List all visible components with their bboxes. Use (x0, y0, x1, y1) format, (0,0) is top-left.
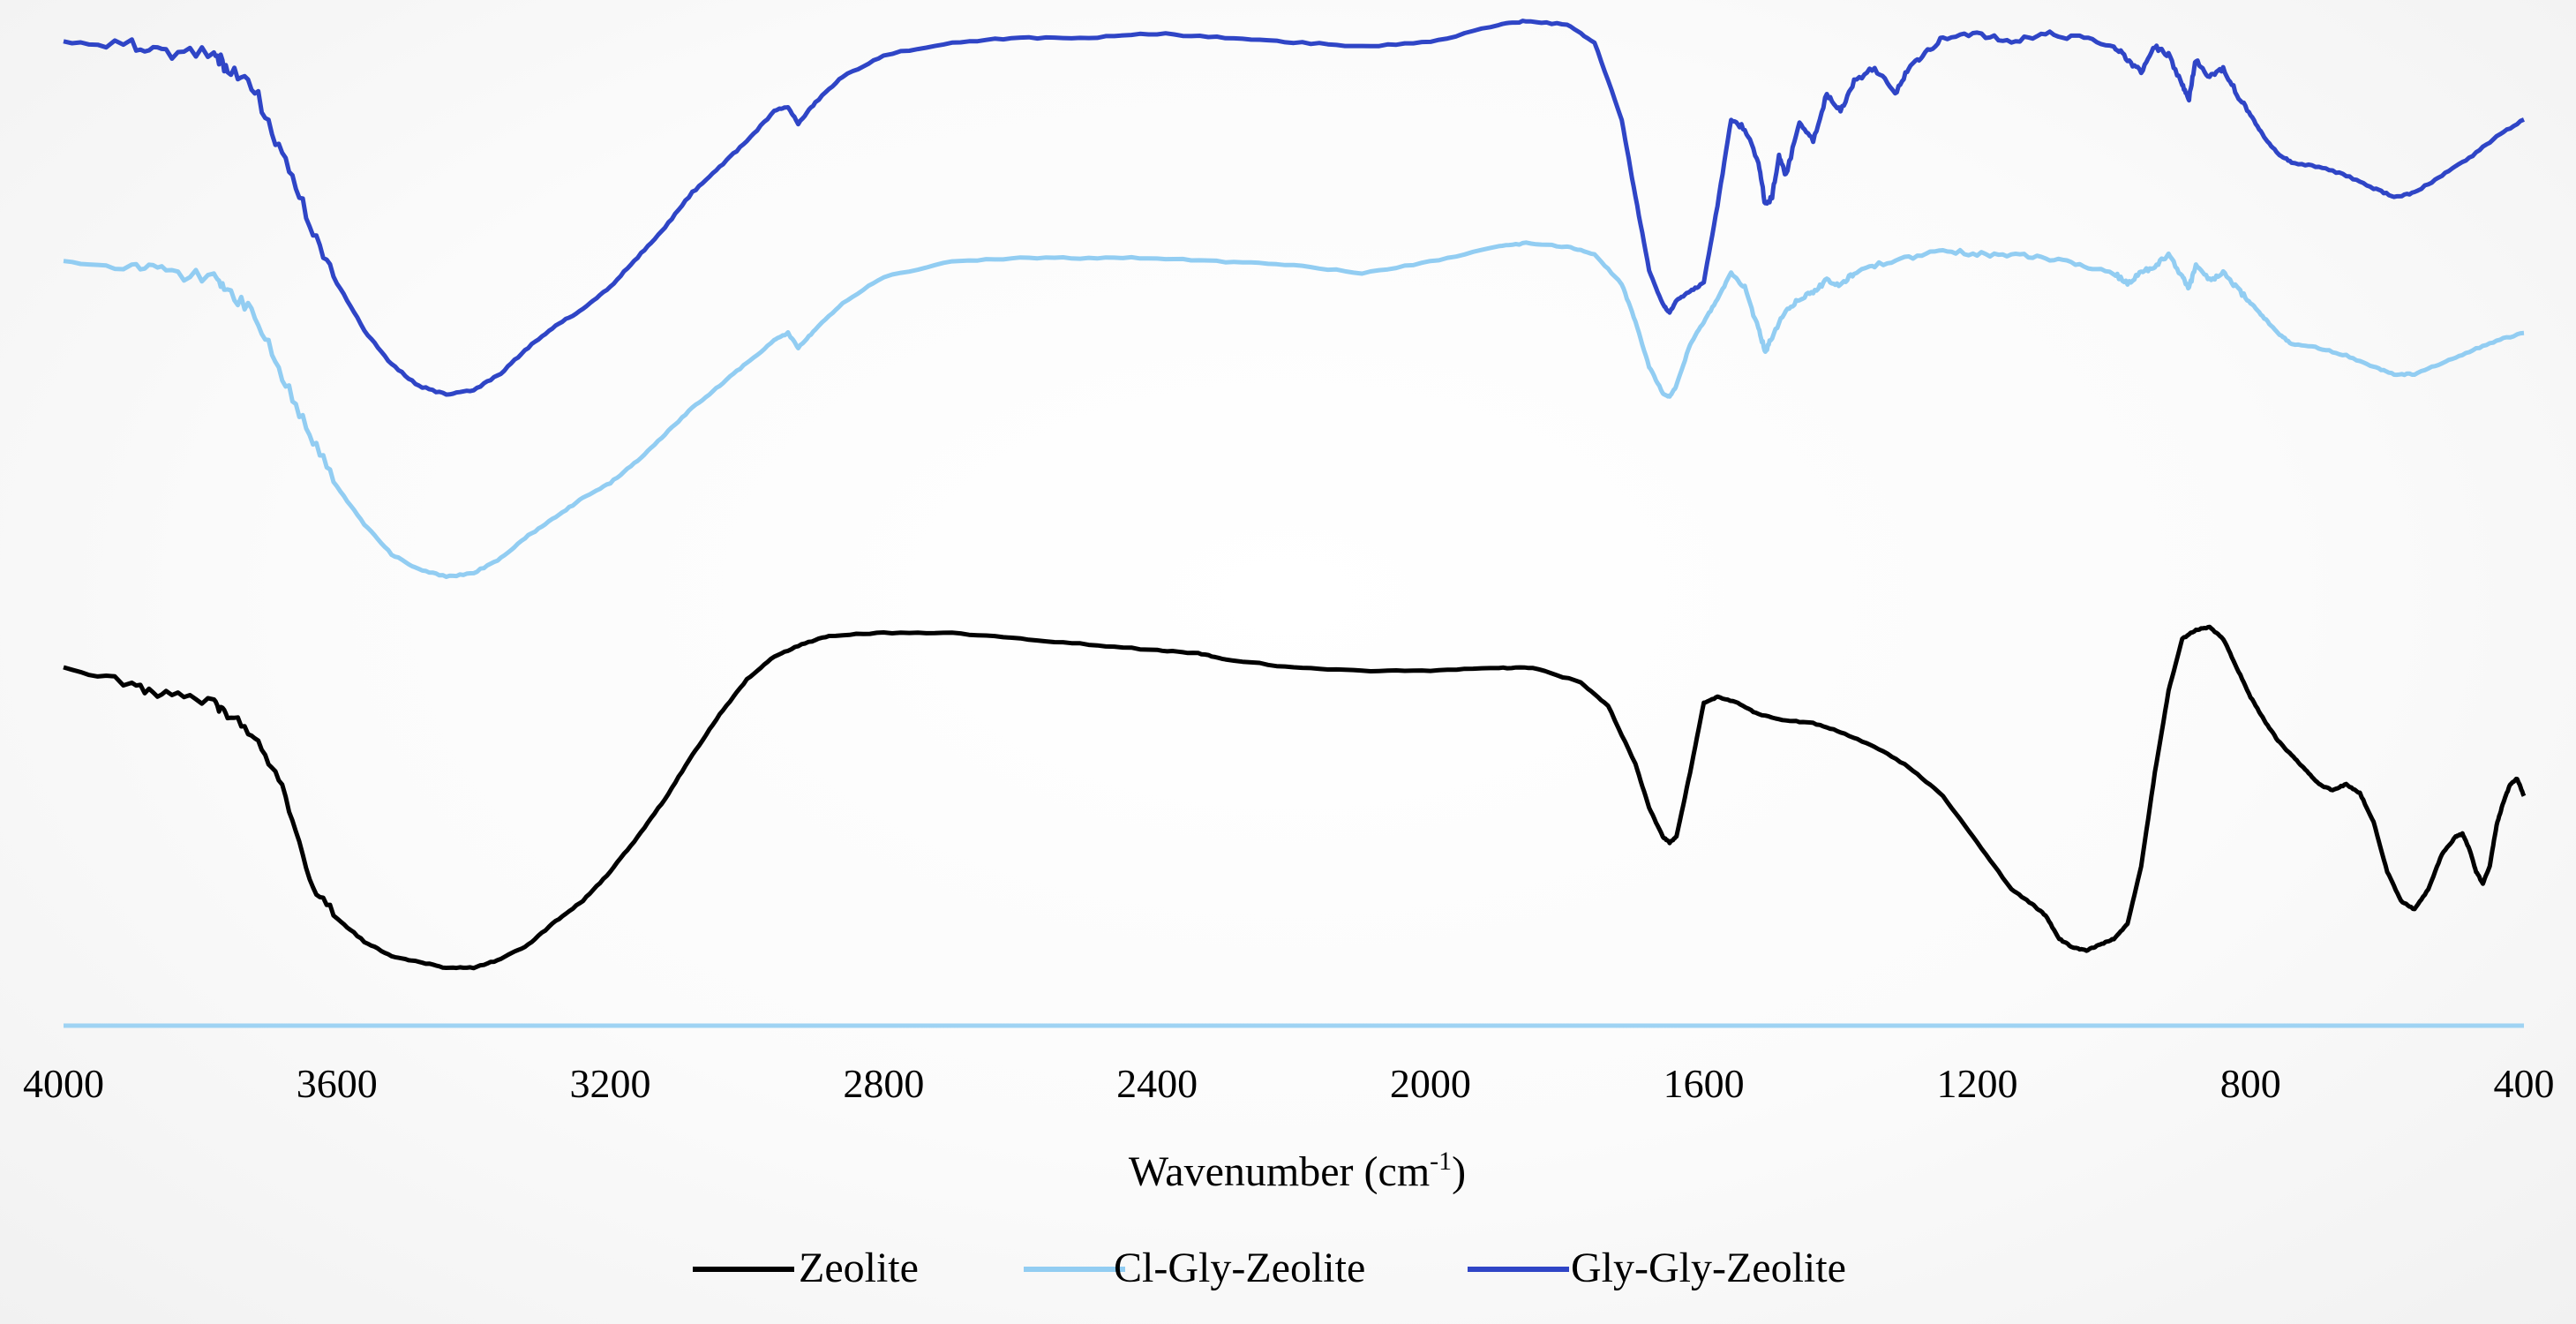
x-tick-label: 1600 (1664, 1061, 1745, 1106)
x-axis-title: Wavenumber (cm-1) (1129, 1147, 1466, 1195)
legend-label: Zeolite (799, 1245, 919, 1291)
legend-item: Zeolite (693, 1245, 919, 1291)
x-axis-title-sup: -1 (1430, 1147, 1452, 1176)
x-tick-label: 4000 (23, 1061, 104, 1106)
series-line-zeolite (63, 624, 2527, 971)
series-line-cl-gly-zeolite (63, 240, 2525, 579)
plot-area (63, 19, 2527, 971)
x-tick-label: 3600 (297, 1061, 378, 1106)
x-tick-label: 800 (2220, 1061, 2281, 1106)
x-tick-label: 1200 (1936, 1061, 2017, 1106)
legend-label: Gly-Gly-Zeolite (1571, 1245, 1846, 1291)
x-tick-label: 2000 (1390, 1061, 1471, 1106)
x-tick-label: 2800 (843, 1061, 924, 1106)
x-axis-title-main: Wavenumber (cm (1129, 1148, 1430, 1195)
x-tick-label: 3200 (570, 1061, 651, 1106)
legend: Zeolite Cl-Gly-Zeolite Gly-Gly-Zeolite (693, 1245, 1846, 1291)
legend-item: Gly-Gly-Zeolite (1468, 1245, 1846, 1291)
x-tick-label: 400 (2494, 1061, 2555, 1106)
legend-item: Cl-Gly-Zeolite (1024, 1245, 1365, 1291)
x-axis-title-close: ) (1452, 1148, 1466, 1195)
series-line-gly-gly-zeolite (63, 19, 2525, 397)
x-tick-label: 2400 (1116, 1061, 1198, 1106)
legend-label: Cl-Gly-Zeolite (1114, 1245, 1365, 1291)
x-axis-ticks: 4000 3600 3200 2800 2400 2000 1600 1200 800 400 (23, 1061, 2555, 1106)
